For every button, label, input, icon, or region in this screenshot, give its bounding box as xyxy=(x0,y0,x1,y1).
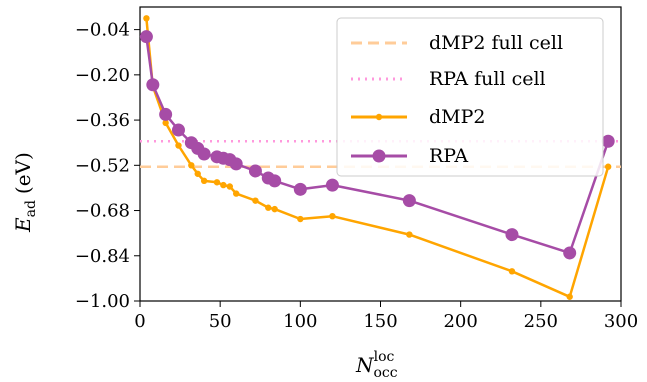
data-point-dmp2 xyxy=(566,293,573,300)
data-point-rpa xyxy=(563,246,577,260)
legend: dMP2 full cell RPA full cell dMP2 RPA xyxy=(336,17,604,177)
data-point-dmp2 xyxy=(604,163,612,170)
x-tick-label: 0 xyxy=(134,311,145,332)
data-point-dmp2 xyxy=(226,183,233,190)
y-tick-label: −1.00 xyxy=(75,291,130,312)
y-tick-label: −0.36 xyxy=(75,110,130,131)
data-point-rpa xyxy=(197,147,211,161)
data-point-dmp2 xyxy=(213,179,221,186)
data-point-rpa xyxy=(505,228,519,242)
x-tick-label: 150 xyxy=(363,311,397,332)
data-point-rpa xyxy=(159,107,173,121)
data-point-rpa xyxy=(402,194,416,208)
y-tick-label: −0.20 xyxy=(75,65,130,86)
data-point-rpa xyxy=(601,134,615,148)
series-line-dmp2 xyxy=(145,18,610,299)
data-point-dmp2 xyxy=(508,268,516,275)
data-point-dmp2 xyxy=(271,205,278,213)
x-tick-label: 300 xyxy=(604,311,638,332)
data-point-dmp2 xyxy=(297,215,304,223)
data-point-dmp2 xyxy=(329,212,336,220)
ticks-layer: 0 50 100 150 200 250 300 −1.00 −0.84 −0.68 −0.52 −0… xyxy=(75,20,638,332)
legend-label-rpa-full-cell: RPA full cell xyxy=(429,68,546,90)
y-tick-label: −0.04 xyxy=(75,20,130,41)
data-point-dmp2 xyxy=(265,204,272,211)
y-tick-label: −0.68 xyxy=(75,201,130,222)
x-tick-label: 250 xyxy=(524,311,558,332)
data-point-dmp2 xyxy=(188,162,195,169)
y-axis-label: Ead(eV) xyxy=(11,152,39,233)
data-point-rpa xyxy=(171,123,185,137)
legend-label-dmp2: dMP2 xyxy=(429,106,486,128)
data-point-rpa xyxy=(293,182,307,196)
data-point-dmp2 xyxy=(143,15,150,22)
x-axis-label: Noccloc xyxy=(355,349,398,381)
data-point-rpa xyxy=(146,78,160,92)
legend-marker-dmp2 xyxy=(375,113,383,121)
data-point-dmp2 xyxy=(252,197,259,204)
legend-label-dmp2-full-cell: dMP2 full cell xyxy=(429,32,563,54)
data-point-dmp2 xyxy=(200,177,208,185)
x-tick-label: 200 xyxy=(443,311,477,332)
y-tick-label: −0.84 xyxy=(75,246,130,267)
data-point-rpa xyxy=(139,30,153,44)
y-tick-label: −0.52 xyxy=(75,155,130,176)
data-point-dmp2 xyxy=(233,190,240,197)
data-point-dmp2 xyxy=(406,231,413,238)
data-point-rpa xyxy=(325,178,339,192)
data-point-rpa xyxy=(268,174,282,188)
data-point-dmp2 xyxy=(220,181,227,189)
legend-box xyxy=(336,17,604,177)
legend-label-rpa: RPA xyxy=(429,145,468,167)
data-point-rpa xyxy=(229,157,243,171)
data-point-dmp2 xyxy=(194,170,201,177)
data-point-rpa xyxy=(248,164,262,178)
x-tick-label: 100 xyxy=(283,311,317,332)
legend-marker-rpa xyxy=(372,149,386,163)
data-point-dmp2 xyxy=(175,142,182,149)
x-tick-label: 50 xyxy=(209,311,232,332)
data-point-dmp2 xyxy=(162,119,169,127)
